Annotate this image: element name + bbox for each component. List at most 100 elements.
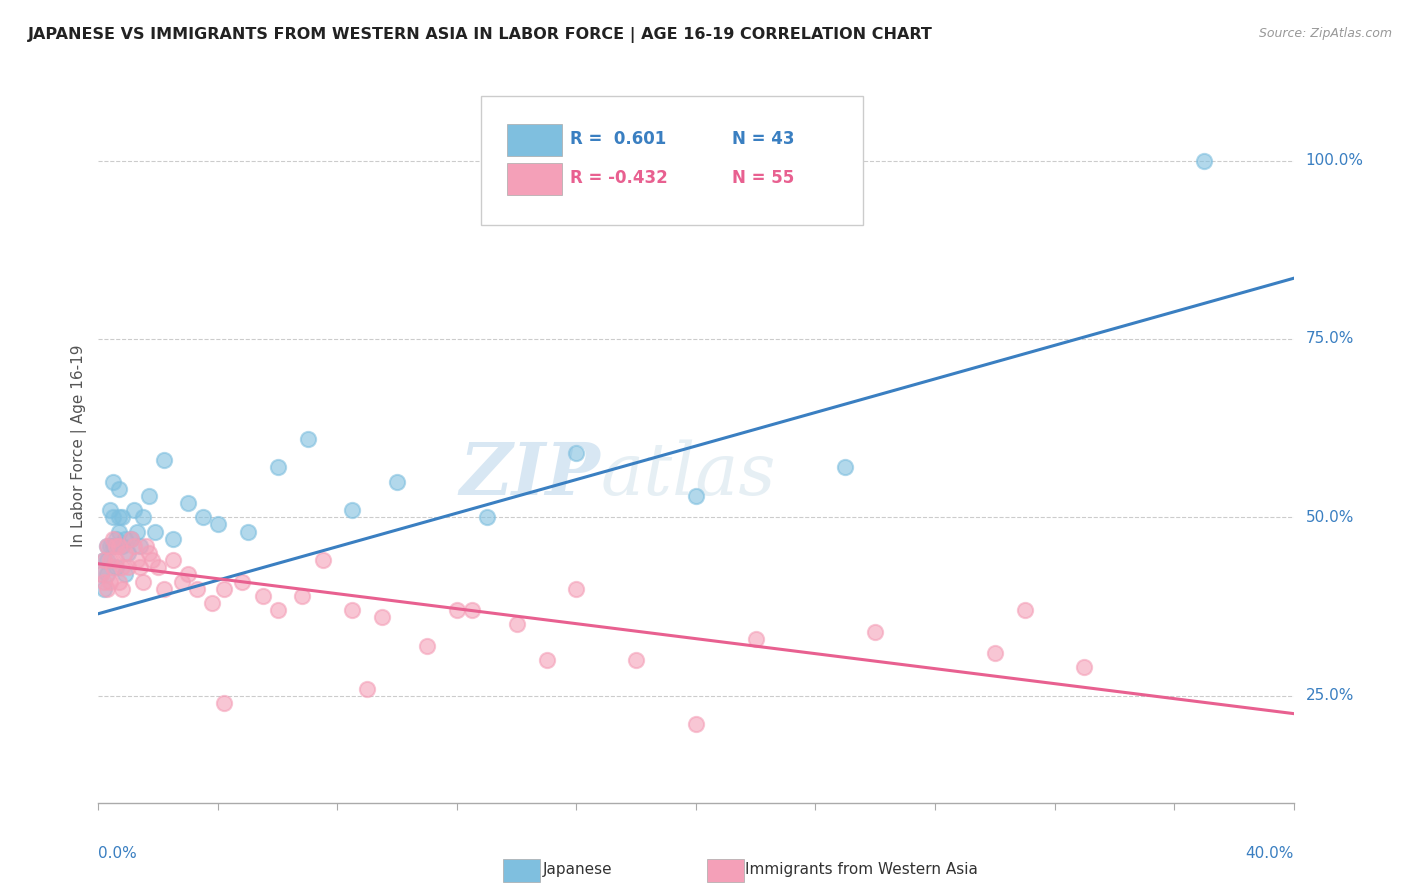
- Point: [108, 574, 131, 589]
- Point: [98, 574, 122, 589]
- Point: [212, 582, 235, 596]
- Point: [834, 460, 856, 475]
- Text: Source: ZipAtlas.com: Source: ZipAtlas.com: [1258, 27, 1392, 40]
- Text: 0.0%: 0.0%: [98, 846, 138, 861]
- Point: [186, 582, 208, 596]
- Point: [103, 510, 125, 524]
- Point: [475, 510, 498, 524]
- Point: [90, 567, 112, 582]
- Point: [177, 496, 200, 510]
- Text: JAPANESE VS IMMIGRANTS FROM WESTERN ASIA IN LABOR FORCE | AGE 16-19 CORRELATION : JAPANESE VS IMMIGRANTS FROM WESTERN ASIA…: [28, 27, 934, 43]
- Point: [108, 510, 131, 524]
- Point: [111, 510, 134, 524]
- Point: [103, 532, 125, 546]
- Point: [127, 524, 149, 539]
- Point: [983, 646, 1005, 660]
- Point: [98, 503, 122, 517]
- Point: [446, 603, 468, 617]
- Point: [114, 546, 136, 560]
- Point: [105, 560, 128, 574]
- Point: [111, 539, 134, 553]
- Point: [252, 589, 274, 603]
- Point: [177, 567, 200, 582]
- Text: Immigrants from Western Asia: Immigrants from Western Asia: [745, 863, 979, 877]
- Point: [111, 582, 134, 596]
- Point: [342, 503, 364, 517]
- Point: [114, 567, 136, 582]
- Point: [297, 432, 319, 446]
- Point: [108, 524, 131, 539]
- Point: [103, 539, 125, 553]
- Point: [143, 524, 166, 539]
- Point: [120, 532, 142, 546]
- Text: R =  0.601: R = 0.601: [571, 130, 666, 148]
- Point: [385, 475, 409, 489]
- Point: [162, 532, 184, 546]
- Text: 40.0%: 40.0%: [1246, 846, 1294, 861]
- Point: [416, 639, 439, 653]
- Point: [124, 503, 146, 517]
- Point: [96, 582, 118, 596]
- Point: [127, 553, 149, 567]
- Point: [162, 553, 184, 567]
- Point: [311, 553, 333, 567]
- Point: [685, 489, 707, 503]
- Point: [117, 560, 139, 574]
- Text: Japanese: Japanese: [543, 863, 613, 877]
- Point: [565, 582, 588, 596]
- Point: [124, 539, 146, 553]
- Point: [1192, 153, 1215, 168]
- Point: [93, 553, 115, 567]
- Point: [138, 489, 160, 503]
- Point: [141, 553, 163, 567]
- Point: [135, 539, 157, 553]
- Point: [93, 574, 115, 589]
- Point: [129, 560, 152, 574]
- Point: [111, 560, 134, 574]
- Text: atlas: atlas: [600, 439, 776, 510]
- Point: [624, 653, 647, 667]
- Point: [236, 524, 259, 539]
- FancyBboxPatch shape: [508, 124, 562, 155]
- Point: [685, 717, 707, 731]
- Point: [565, 446, 588, 460]
- Point: [231, 574, 253, 589]
- Point: [207, 517, 229, 532]
- Point: [96, 539, 118, 553]
- Text: 25.0%: 25.0%: [1305, 689, 1354, 703]
- Point: [290, 589, 312, 603]
- Point: [98, 553, 122, 567]
- Point: [105, 532, 128, 546]
- Point: [96, 553, 118, 567]
- Point: [105, 553, 128, 567]
- Point: [153, 453, 176, 467]
- Point: [148, 560, 170, 574]
- Point: [745, 632, 768, 646]
- Text: N = 55: N = 55: [733, 169, 794, 187]
- Point: [356, 681, 378, 696]
- Point: [267, 460, 290, 475]
- Point: [132, 574, 155, 589]
- Point: [536, 653, 558, 667]
- FancyBboxPatch shape: [481, 96, 863, 225]
- Text: 75.0%: 75.0%: [1305, 332, 1354, 346]
- Point: [191, 510, 214, 524]
- Point: [865, 624, 887, 639]
- Point: [93, 553, 115, 567]
- Text: N = 43: N = 43: [733, 130, 794, 148]
- Point: [120, 532, 142, 546]
- Point: [1014, 603, 1036, 617]
- Point: [105, 539, 128, 553]
- Point: [1073, 660, 1095, 674]
- FancyBboxPatch shape: [508, 163, 562, 194]
- Point: [129, 539, 152, 553]
- Point: [461, 603, 484, 617]
- Point: [90, 567, 112, 582]
- Point: [117, 546, 139, 560]
- Text: 50.0%: 50.0%: [1305, 510, 1354, 524]
- Point: [96, 539, 118, 553]
- Point: [93, 582, 115, 596]
- Point: [201, 596, 224, 610]
- Point: [153, 582, 176, 596]
- Point: [114, 532, 136, 546]
